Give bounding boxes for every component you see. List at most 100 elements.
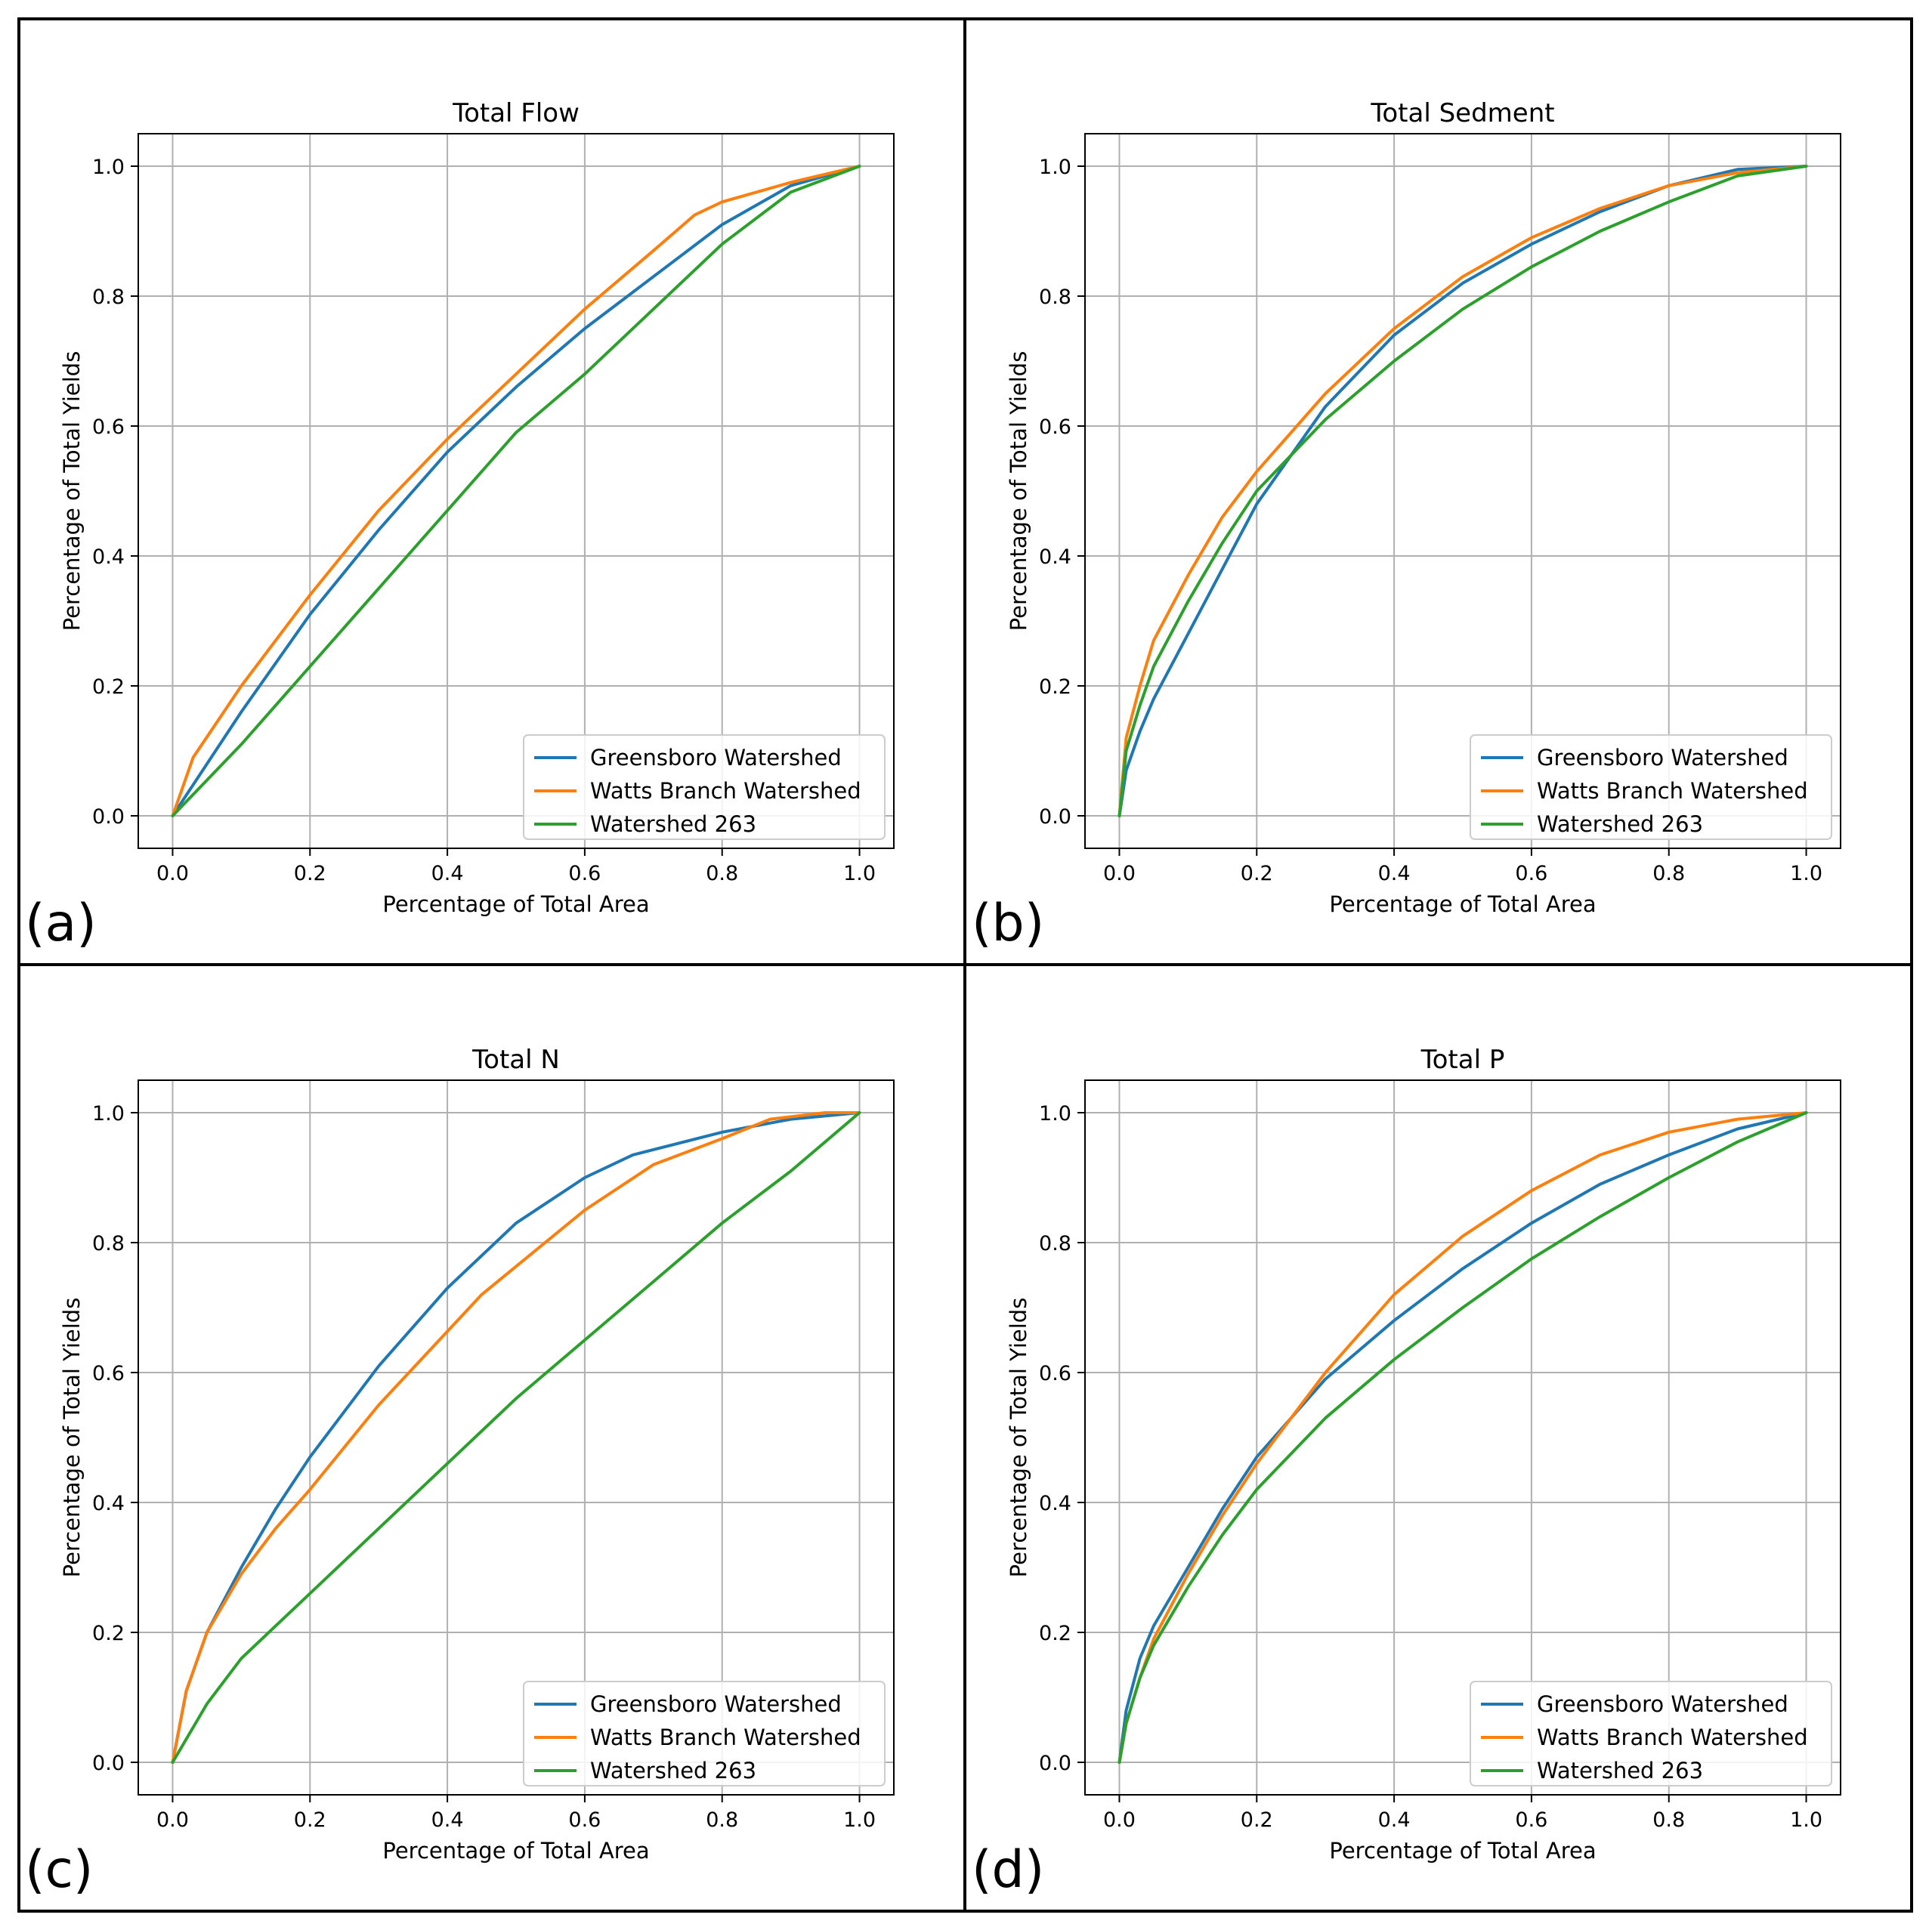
series-line-watts [171,1111,861,1764]
plot-area [138,134,894,848]
legend-box [523,1681,886,1786]
legend-entry: Watts Branch Watershed [1537,1725,1808,1750]
y-tick-label: 0.8 [92,286,125,309]
series-line-watts [171,165,861,817]
legend: Greensboro Watershed Watts Branch Watersh… [1470,1681,1832,1786]
x-tick-label: 0.6 [1515,862,1547,885]
plot-area [1085,134,1841,848]
legend-entry: Watershed 263 [590,811,756,837]
x-tick-label: 0.8 [706,1808,738,1832]
legend-entry: Greensboro Watershed [1537,745,1788,770]
legend-entry: Greensboro Watershed [1537,1691,1788,1717]
y-tick-label: 0.0 [1039,805,1071,829]
series-line-watts [1117,165,1808,817]
chart-title: Total P [1420,1045,1505,1075]
y-tick-label: 1.0 [92,156,125,179]
x-axis-label: Percentage of Total Area [1329,1838,1596,1864]
legend: Greensboro Watershed Watts Branch Watersh… [523,1681,886,1786]
plot-area [1085,1080,1841,1795]
chart-title: Total N [471,1045,560,1075]
panel-label: (a) [25,894,97,953]
y-tick-label: 0.0 [1039,1752,1071,1775]
x-tick-label: 0.0 [156,1808,189,1832]
series-line-greensboro [171,165,861,817]
panels: 0.0 0.2 0.4 0.6 0.8 1.0 0.0 0.2 0.4 0.6 0.8 1.0 Tota… [25,98,1841,1900]
y-tick-label: 0.0 [92,1752,125,1775]
x-axis-label: Percentage of Total Area [382,891,649,917]
y-tick-label: 1.0 [1039,1102,1071,1126]
y-tick-label: 0.6 [92,1362,125,1385]
series-line-ws263 [171,165,861,817]
legend-entry: Watts Branch Watershed [590,778,861,804]
figure-frame [17,17,1913,1913]
plot-area [138,1080,894,1795]
legend-box [1470,1681,1832,1786]
x-axis-label: Percentage of Total Area [382,1838,649,1864]
x-tick-label: 0.2 [294,862,326,885]
legend-entry: Watershed 263 [590,1758,756,1783]
series-group [1117,1111,1808,1764]
x-axis-label: Percentage of Total Area [1329,891,1596,917]
legend-entry: Watershed 263 [1537,1758,1703,1783]
x-tick-label: 0.2 [1241,1808,1273,1832]
x-tick-label: 0.2 [1241,862,1273,885]
y-tick-label: 0.8 [1039,286,1071,309]
panel-label: (b) [972,894,1044,953]
x-tick-label: 0.4 [1378,862,1411,885]
x-tick-label: 0.4 [1378,1808,1411,1832]
grid [138,1080,894,1795]
x-tick-label: 0.4 [431,1808,464,1832]
x-tick-label: 0.4 [431,862,464,885]
axes-frame [1084,133,1841,849]
y-tick-label: 0.6 [92,415,125,439]
y-tick-label: 1.0 [92,1102,125,1126]
legend: Greensboro Watershed Watts Branch Watersh… [523,734,886,840]
legend-entry: Watershed 263 [1537,811,1703,837]
chart-panel-2: 0.0 0.2 0.4 0.6 0.8 1.0 0.0 0.2 0.4 0.6 0.8 1.0 Tota… [972,98,1841,953]
chart-title: Total Sedment [1370,98,1554,128]
x-tick-label: 1.0 [843,1808,876,1832]
series-group [171,165,861,817]
x-tick-label: 1.0 [1790,862,1822,885]
y-tick-label: 0.2 [92,675,125,699]
legend: Greensboro Watershed Watts Branch Watersh… [1470,734,1832,840]
y-tick-label: 0.0 [92,805,125,829]
x-tick-label: 0.6 [568,1808,601,1832]
x-tick-label: 0.0 [156,862,189,885]
y-tick-label: 1.0 [1039,156,1071,179]
y-tick-label: 0.4 [1039,545,1071,569]
x-tick-label: 0.8 [1652,862,1685,885]
y-tick-label: 0.4 [1039,1492,1071,1515]
chart-title: Total Flow [452,98,580,128]
y-axis-label: Percentage of Total Yields [59,1298,85,1578]
y-tick-label: 0.8 [92,1232,125,1255]
axes-frame [138,1079,895,1796]
y-tick-label: 0.2 [1039,1622,1071,1645]
y-tick-label: 0.2 [92,1622,125,1645]
x-tick-label: 0.0 [1103,862,1136,885]
chart-panel-4: 0.0 0.2 0.4 0.6 0.8 1.0 0.0 0.2 0.4 0.6 0.8 1.0 Tota… [972,1045,1841,1900]
legend-entry: Watts Branch Watershed [590,1725,861,1750]
series-line-ws263 [1117,1111,1808,1764]
legend-box [523,734,886,840]
legend-entry: Greensboro Watershed [590,745,842,770]
x-tick-label: 0.2 [294,1808,326,1832]
legend-box [1470,734,1832,840]
x-tick-label: 0.6 [1515,1808,1547,1832]
x-tick-label: 1.0 [1790,1808,1822,1832]
legend-entry: Greensboro Watershed [590,1691,842,1717]
axes-frame [138,133,895,849]
y-tick-label: 0.6 [1039,415,1071,439]
series-line-ws263 [171,1111,861,1764]
y-tick-label: 0.8 [1039,1232,1071,1255]
x-tick-label: 0.0 [1103,1808,1136,1832]
series-group [1117,165,1808,817]
panel-label: (d) [972,1840,1044,1900]
y-axis-label: Percentage of Total Yields [1006,1298,1031,1578]
axes-frame [1084,1079,1841,1796]
y-tick-label: 0.4 [92,1492,125,1515]
legend-entry: Watts Branch Watershed [1537,778,1808,804]
y-axis-label: Percentage of Total Yields [1006,351,1031,632]
grid [1085,1080,1841,1795]
